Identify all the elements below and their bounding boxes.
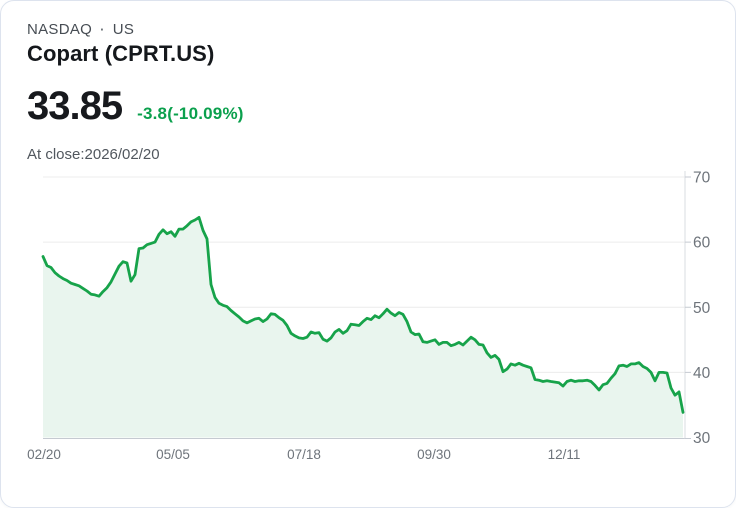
stock-header: NASDAQ · US Copart (CPRT.US) 33.85 -3.8(…	[27, 21, 244, 163]
separator-dot: ·	[100, 22, 105, 37]
y-tick-labels: 70 60 50 40 30	[693, 170, 711, 448]
exchange-line: NASDAQ · US	[27, 21, 244, 38]
stock-name: Copart (CPRT.US)	[27, 41, 215, 66]
price-line	[41, 215, 685, 414]
price-row: 33.85 -3.8(-10.09%)	[27, 84, 244, 129]
x-tick-labels: 02/20 05/05 07/18 09/30 12/11	[27, 447, 580, 462]
svg-text:60: 60	[693, 235, 711, 252]
svg-text:70: 70	[693, 170, 711, 187]
svg-text:05/05: 05/05	[156, 447, 190, 462]
svg-text:09/30: 09/30	[417, 447, 451, 462]
price-change: -3.8(-10.09%)	[137, 104, 244, 123]
current-price: 33.85	[27, 84, 123, 128]
close-date-label: At close:2026/02/20	[27, 146, 160, 163]
area-fill	[43, 217, 683, 438]
svg-text:40: 40	[693, 365, 711, 382]
svg-text:30: 30	[693, 430, 711, 447]
axes	[43, 171, 691, 439]
region-label: US	[112, 21, 135, 38]
svg-text:02/20: 02/20	[27, 447, 61, 462]
svg-text:07/18: 07/18	[287, 447, 321, 462]
exchange-label: NASDAQ	[27, 21, 93, 38]
svg-text:12/11: 12/11	[548, 447, 581, 462]
svg-text:50: 50	[693, 300, 711, 317]
